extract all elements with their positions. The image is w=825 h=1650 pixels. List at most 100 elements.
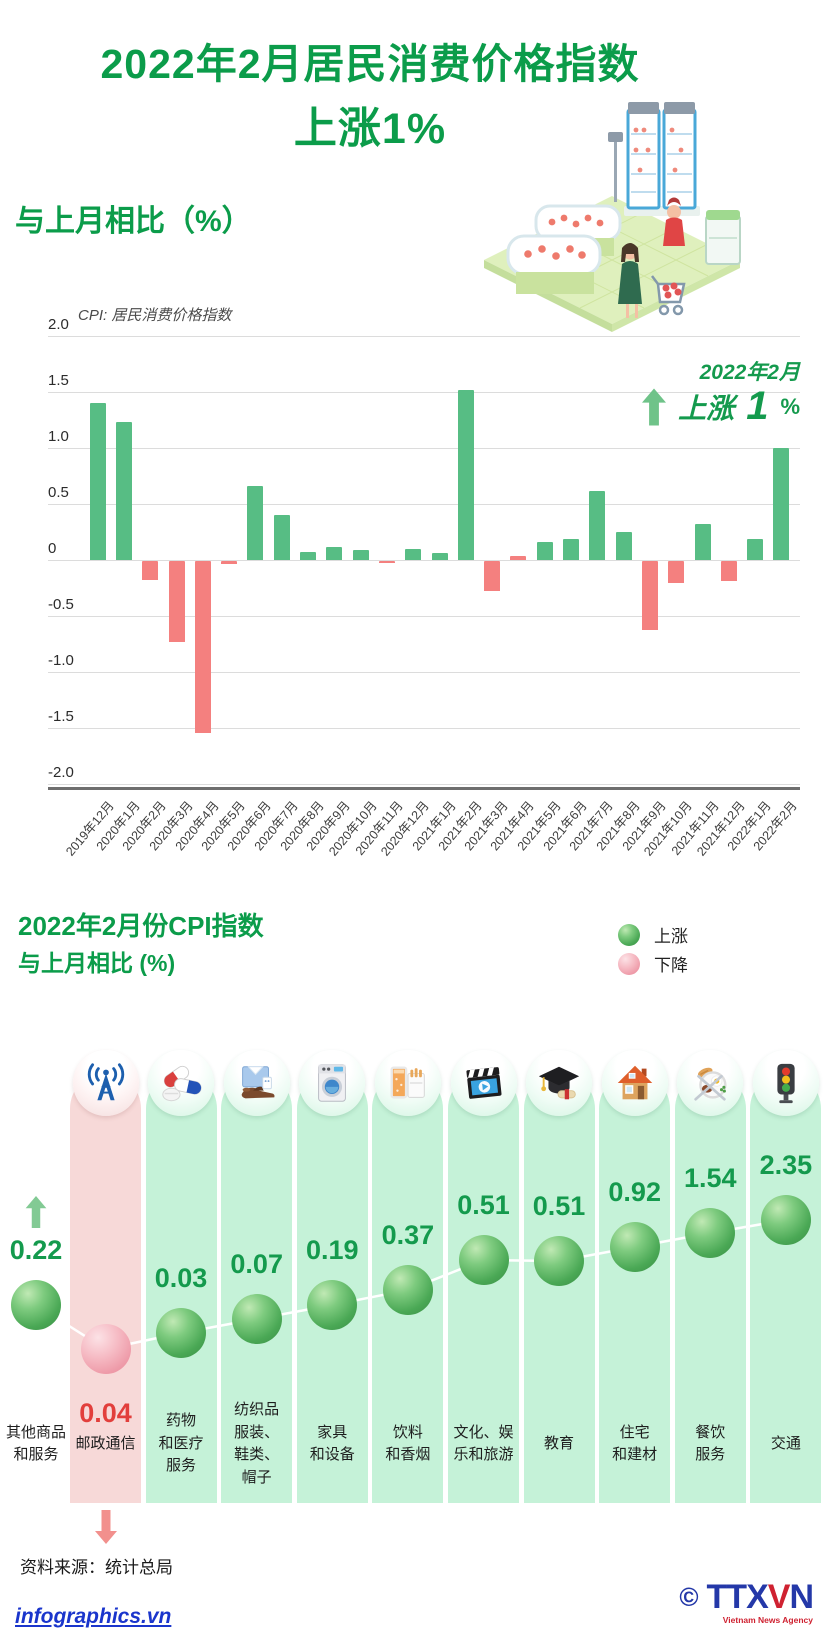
grid-line <box>48 448 800 449</box>
category-label: 其他商品 和服务 <box>5 1423 66 1464</box>
grid-line <box>48 672 800 673</box>
value-sphere <box>534 1236 584 1286</box>
value-label: 1.54 <box>684 1163 737 1193</box>
bar <box>563 538 579 560</box>
value-sphere <box>231 1294 282 1344</box>
site-link[interactable]: infographics.vn <box>15 1605 172 1628</box>
agency-logo: © TTXVN Vietnam News Agency <box>679 1578 814 1625</box>
value-label: 0.37 <box>381 1220 435 1250</box>
y-tick-label: 1.0 <box>48 428 69 445</box>
source-note: 资料来源：统计总局 <box>20 1558 173 1577</box>
value-sphere <box>11 1280 61 1330</box>
supermarket-illustration <box>484 102 741 332</box>
value-label: 0.22 <box>9 1235 63 1265</box>
legend-item-up: 上涨 <box>618 922 688 947</box>
bar <box>168 561 185 642</box>
y-tick-label: -2.0 <box>48 764 74 781</box>
bar <box>668 561 685 584</box>
legend-down-sphere-icon <box>618 952 640 975</box>
bar <box>273 515 290 560</box>
drinks-cigarettes-icon <box>374 1050 441 1116</box>
customer-figure <box>618 243 642 318</box>
grid-line <box>48 336 800 337</box>
clothing-icon <box>223 1050 290 1116</box>
section2-title-line1: 2022年2月份CPI指数 <box>18 911 264 941</box>
value-label: 2.35 <box>759 1150 813 1180</box>
bar <box>484 561 501 592</box>
grid-line <box>48 504 800 505</box>
y-tick-label: -0.5 <box>48 596 74 613</box>
value-label: 0.51 <box>532 1191 586 1221</box>
value-sphere <box>609 1222 660 1272</box>
washing-machine-icon <box>299 1050 366 1116</box>
legend-up-sphere-icon <box>618 923 640 946</box>
value-sphere <box>80 1324 131 1374</box>
y-tick-label: 1.5 <box>48 372 69 389</box>
antenna-icon <box>72 1050 139 1116</box>
bar <box>115 422 132 560</box>
annotation-text: 上涨 <box>678 392 735 424</box>
cpi-note: CPI: 居民消费价格指数 <box>78 307 232 324</box>
up-arrow-icon <box>25 1196 47 1233</box>
bar <box>773 448 790 560</box>
category-label: 纺织品 服装、 鞋类、 帽子 <box>234 1401 280 1486</box>
bar <box>247 486 264 560</box>
grid-line <box>48 560 800 561</box>
y-tick-label: 0.5 <box>48 484 69 501</box>
bar <box>352 549 369 560</box>
bar <box>378 561 395 563</box>
bar <box>300 552 316 560</box>
x-axis-line <box>48 787 800 790</box>
clapperboard-icon <box>450 1050 517 1116</box>
bar <box>89 403 106 560</box>
annotation-row: 上涨 1 % <box>642 384 800 429</box>
section1-subtitle: 与上月相比（%） <box>15 205 252 238</box>
annotation-date: 2022年2月 <box>699 361 800 384</box>
bar <box>589 490 606 560</box>
category-label: 住宅 和建材 <box>612 1423 658 1464</box>
bar <box>694 524 711 560</box>
value-sphere <box>382 1265 433 1315</box>
meal-icon <box>677 1050 744 1116</box>
bar <box>720 561 737 582</box>
value-sphere <box>760 1195 811 1245</box>
category-label: 药物 和医疗 服务 <box>158 1412 204 1475</box>
up-arrow-icon <box>642 387 667 426</box>
page-title-line1: 2022年2月居民消费价格指数 <box>100 41 640 87</box>
annotation-value: 1 <box>746 384 769 428</box>
bar <box>221 561 238 565</box>
pills-icon <box>148 1050 214 1116</box>
legend-label: 上涨 <box>654 927 688 946</box>
grid-line <box>48 616 800 617</box>
house-icon <box>601 1050 668 1116</box>
legend-label: 下降 <box>654 956 688 975</box>
agency-name: TTXVN <box>706 1578 814 1616</box>
y-tick-label: -1.5 <box>48 708 74 725</box>
bar <box>431 553 448 560</box>
bar <box>536 542 553 560</box>
value-label: 0.92 <box>608 1177 661 1207</box>
value-sphere <box>307 1280 358 1330</box>
bar <box>457 389 474 560</box>
bar <box>326 546 343 560</box>
bar <box>510 555 527 560</box>
bar <box>747 538 764 560</box>
bar <box>615 532 632 560</box>
y-tick-label: 0 <box>48 540 57 557</box>
graduation-cap-icon <box>526 1050 592 1116</box>
value-sphere <box>156 1308 206 1358</box>
bar <box>405 548 422 560</box>
traffic-light-icon <box>752 1050 819 1116</box>
grid-line <box>48 784 800 785</box>
category-label: 交通 <box>770 1434 801 1452</box>
category-label: 文化、娱 乐和旅游 <box>453 1423 514 1464</box>
grid-line <box>48 728 800 729</box>
annotation-unit: % <box>780 393 800 419</box>
category-label: 家具 和设备 <box>309 1423 355 1464</box>
agency-subtitle: Vietnam News Agency <box>722 1615 813 1625</box>
value-label: 0.04 <box>79 1398 132 1428</box>
category-label: 饮料 和香烟 <box>385 1423 431 1464</box>
value-sphere <box>685 1208 736 1258</box>
y-tick-label: 2.0 <box>48 316 69 333</box>
